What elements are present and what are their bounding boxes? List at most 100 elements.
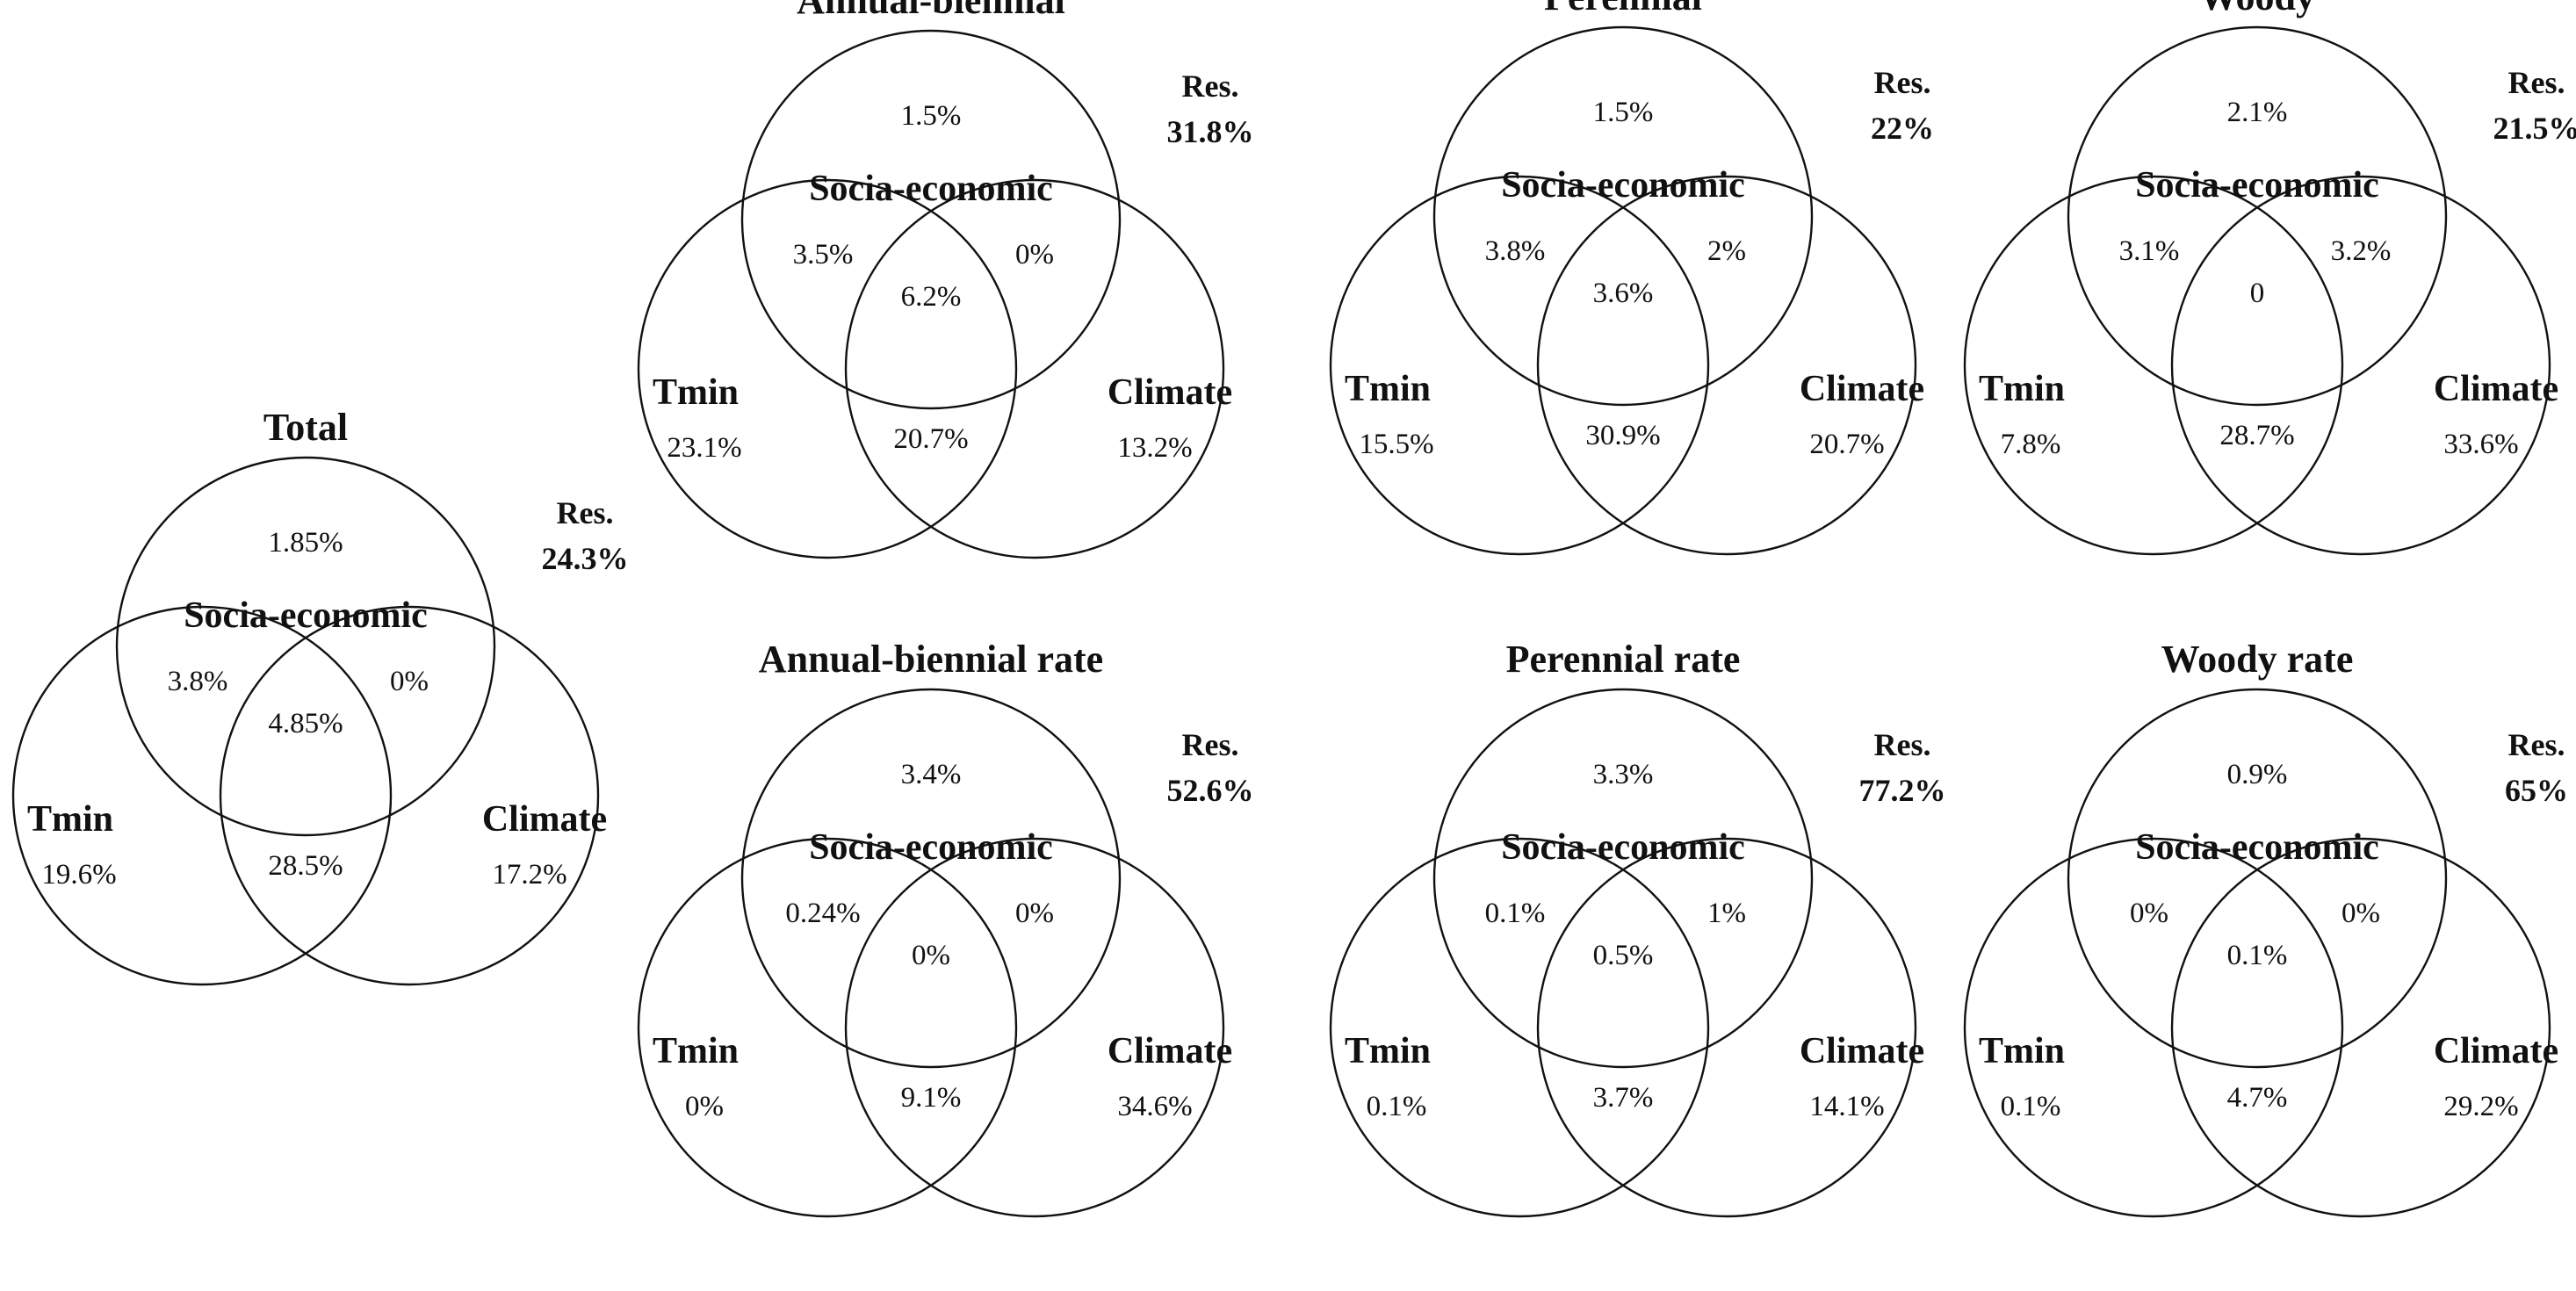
label-top: Socia-economic — [1501, 827, 1745, 868]
value-bottom: 30.9% — [1585, 420, 1660, 451]
circle-tmin — [637, 837, 1018, 1218]
value-bottom: 28.7% — [2219, 420, 2294, 451]
circle-tmin — [11, 605, 393, 986]
venn-annual-biennial-rate: Annual-biennial rate Socia-economic Tmin Cl… — [637, 638, 1254, 1218]
circle-tmin — [1329, 175, 1710, 556]
residual-value: 22% — [1871, 111, 1934, 146]
label-left: Tmin — [1979, 369, 2065, 409]
label-left: Tmin — [1345, 369, 1431, 409]
venn-perennial-rate: Perennial rate Socia-economic Tmin Climate 3… — [1329, 638, 1946, 1218]
residual-value: 65% — [2505, 773, 2568, 808]
label-top: Socia-economic — [184, 595, 428, 636]
value-right: 20.7% — [1809, 429, 1884, 460]
circle-socio-economic — [2067, 25, 2448, 407]
value-left: 19.6% — [41, 859, 116, 891]
label-left: Tmin — [1345, 1031, 1431, 1071]
venn-annual-biennial: Annual-biennial Socia-economic Tmin Climate… — [637, 0, 1254, 559]
value-left: 0.1% — [1367, 1091, 1427, 1122]
value-top: 1.5% — [1593, 97, 1654, 128]
value-top-right: 0% — [2341, 898, 2380, 929]
value-top-right: 2% — [1707, 235, 1746, 267]
circle-climate — [1536, 175, 1917, 556]
value-bottom: 28.5% — [268, 850, 343, 882]
label-top: Socia-economic — [809, 169, 1053, 209]
value-center: 0% — [912, 940, 950, 971]
value-top-right: 0% — [390, 666, 429, 697]
value-center: 0 — [2250, 278, 2265, 309]
circle-socio-economic — [740, 688, 1122, 1069]
diagram-title: Total — [263, 406, 348, 449]
label-right: Climate — [482, 799, 607, 840]
circle-socio-economic — [2067, 688, 2448, 1069]
value-left: 0% — [685, 1091, 724, 1122]
value-bottom: 4.7% — [2227, 1082, 2288, 1114]
circle-socio-economic — [1432, 25, 1814, 407]
value-top-left: 0.24% — [785, 898, 860, 929]
value-top-right: 0% — [1015, 898, 1054, 929]
circle-climate — [1536, 837, 1917, 1218]
circle-tmin — [637, 178, 1018, 559]
value-top-left: 0% — [2130, 898, 2168, 929]
diagram-title: Woody rate — [2161, 638, 2354, 681]
label-left: Tmin — [27, 799, 113, 840]
residual-value: 31.8% — [1167, 114, 1254, 149]
residual-label: Res. — [1874, 65, 1931, 100]
circle-climate — [844, 837, 1225, 1218]
residual-value: 24.3% — [542, 541, 629, 576]
label-right: Climate — [1108, 1031, 1232, 1071]
label-right: Climate — [2434, 1031, 2558, 1071]
circle-socio-economic — [740, 29, 1122, 410]
value-top: 2.1% — [2227, 97, 2288, 128]
value-top: 1.5% — [901, 100, 962, 132]
value-right: 33.6% — [2443, 429, 2518, 460]
label-top: Socia-economic — [2135, 827, 2379, 868]
circle-climate — [2170, 175, 2551, 556]
value-right: 13.2% — [1117, 432, 1192, 464]
value-right: 29.2% — [2443, 1091, 2518, 1122]
label-right: Climate — [2434, 369, 2558, 409]
value-top-left: 3.8% — [168, 666, 228, 697]
label-left: Tmin — [653, 372, 739, 413]
residual-value: 21.5% — [2493, 111, 2576, 146]
residual-value: 77.2% — [1859, 773, 1946, 808]
value-top-right: 0% — [1015, 239, 1054, 270]
value-center: 0.1% — [2227, 940, 2288, 971]
label-right: Climate — [1108, 372, 1232, 413]
diagram-title: Woody — [2199, 0, 2315, 18]
value-top: 1.85% — [268, 527, 343, 559]
value-left: 23.1% — [667, 432, 741, 464]
diagram-title: Perennial rate — [1506, 638, 1741, 681]
circle-tmin — [1963, 837, 2344, 1218]
value-right: 17.2% — [492, 859, 566, 891]
circle-tmin — [1963, 175, 2344, 556]
value-top-right: 1% — [1707, 898, 1746, 929]
label-left: Tmin — [653, 1031, 739, 1071]
venn-perennial: Perennial Socia-economic Tmin Climate 1.5% 3.… — [1329, 0, 1934, 556]
residual-label: Res. — [1874, 727, 1931, 762]
circle-climate — [844, 178, 1225, 559]
diagram-title: Perennial — [1544, 0, 1702, 18]
value-left: 0.1% — [2001, 1091, 2061, 1122]
diagram-title: Annual-biennial — [797, 0, 1065, 22]
residual-value: 52.6% — [1167, 773, 1254, 808]
label-top: Socia-economic — [2135, 165, 2379, 206]
value-left: 15.5% — [1359, 429, 1433, 460]
residual-label: Res. — [2508, 65, 2565, 100]
label-right: Climate — [1800, 369, 1924, 409]
venn-total: Total Socia-economic Tmin Climate 1.85% 3.8% 0… — [11, 406, 629, 986]
circle-tmin — [1329, 837, 1710, 1218]
circle-climate — [219, 605, 600, 986]
value-right: 34.6% — [1117, 1091, 1192, 1122]
value-top-left: 3.1% — [2119, 235, 2180, 267]
value-center: 6.2% — [901, 281, 962, 313]
value-bottom: 3.7% — [1593, 1082, 1654, 1114]
value-center: 0.5% — [1593, 940, 1654, 971]
diagram-title: Annual-biennial rate — [759, 638, 1103, 681]
value-top-left: 3.5% — [793, 239, 854, 270]
value-top: 3.3% — [1593, 759, 1654, 790]
label-right: Climate — [1800, 1031, 1924, 1071]
residual-label: Res. — [1182, 727, 1239, 762]
circle-socio-economic — [115, 456, 496, 837]
venn-woody-rate: Woody rate Socia-economic Tmin Climate 0.9% 0… — [1963, 638, 2568, 1218]
